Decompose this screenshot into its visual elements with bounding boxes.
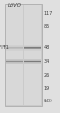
Bar bbox=[5, 5, 42, 106]
Bar bbox=[24, 62, 41, 63]
Text: 26: 26 bbox=[44, 72, 50, 77]
Bar bbox=[6, 60, 23, 61]
Bar bbox=[6, 46, 23, 47]
Text: IFIT1: IFIT1 bbox=[0, 44, 10, 49]
Bar bbox=[6, 50, 23, 51]
Bar bbox=[6, 48, 23, 49]
Bar bbox=[24, 46, 41, 47]
Bar bbox=[24, 50, 41, 51]
Bar bbox=[24, 47, 41, 48]
Bar bbox=[6, 63, 23, 64]
Bar bbox=[24, 61, 41, 62]
Bar bbox=[6, 45, 23, 46]
Text: 48: 48 bbox=[44, 45, 50, 50]
Bar bbox=[6, 6, 23, 105]
Bar bbox=[24, 6, 41, 105]
Bar bbox=[24, 59, 41, 60]
Text: 19: 19 bbox=[44, 86, 50, 91]
Text: 34: 34 bbox=[44, 59, 50, 64]
Bar bbox=[6, 49, 23, 50]
Text: (kD): (kD) bbox=[44, 99, 53, 103]
Bar bbox=[6, 59, 23, 60]
Text: 85: 85 bbox=[44, 24, 50, 28]
Text: LōVO: LōVO bbox=[7, 3, 21, 8]
Bar bbox=[24, 60, 41, 61]
Bar bbox=[6, 61, 23, 62]
Bar bbox=[24, 63, 41, 64]
Text: 117: 117 bbox=[44, 11, 53, 16]
Bar bbox=[24, 45, 41, 46]
Bar bbox=[6, 47, 23, 48]
Bar bbox=[6, 62, 23, 63]
Bar bbox=[24, 49, 41, 50]
Bar bbox=[24, 48, 41, 49]
